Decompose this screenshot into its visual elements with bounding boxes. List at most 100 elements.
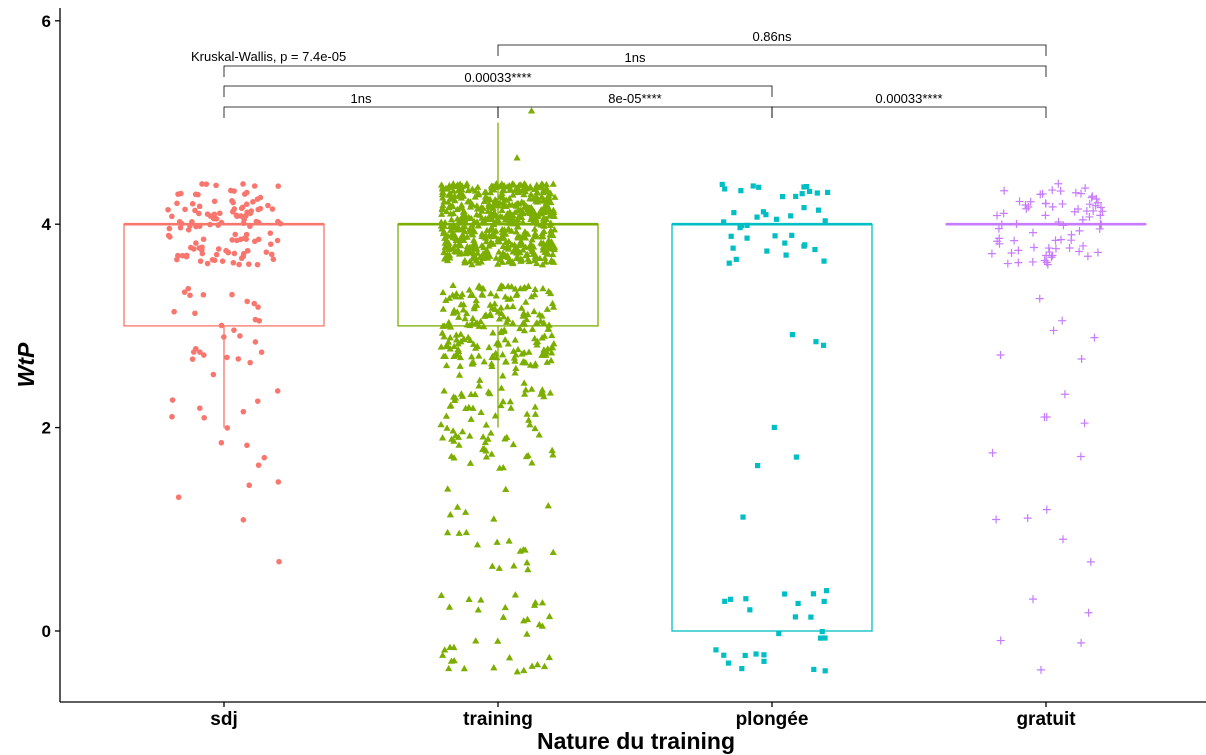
data-point-training [462, 246, 471, 253]
data-point-gratuit [1093, 248, 1102, 257]
data-point-training [512, 364, 520, 371]
data-point-training [445, 603, 454, 610]
data-point-training [499, 372, 507, 379]
data-point-training [508, 241, 516, 248]
data-point-training [490, 515, 498, 522]
data-point-gratuit [1083, 252, 1092, 261]
data-point-training [469, 291, 477, 299]
data-point-training [463, 233, 471, 240]
data-point-training [502, 196, 510, 203]
data-point-gratuit [1036, 665, 1045, 674]
data-point-sdj [240, 517, 247, 523]
data-point-training [463, 309, 471, 317]
data-point-training [528, 236, 536, 243]
data-point-plongee [789, 332, 795, 338]
data-point-training [491, 305, 499, 312]
data-point-gratuit [1014, 246, 1023, 255]
data-point-gratuit [1079, 241, 1088, 250]
data-point-sdj [165, 206, 171, 213]
data-point-training [522, 315, 531, 323]
data-point-plongee [733, 256, 739, 262]
data-point-training [446, 345, 454, 352]
data-point-training [476, 376, 484, 383]
data-point-training [461, 256, 469, 264]
data-point-training [547, 356, 555, 364]
data-point-gratuit [1084, 608, 1093, 617]
data-point-training [460, 335, 468, 343]
data-point-training [522, 181, 530, 189]
data-point-training [468, 260, 476, 268]
data-point-sdj [175, 252, 181, 259]
data-point-training [452, 236, 460, 243]
data-point-sdj [237, 236, 244, 243]
data-point-training [449, 180, 457, 187]
comparison-label: 1ns [351, 91, 372, 106]
data-point-sdj [166, 225, 173, 232]
data-point-training [502, 212, 510, 220]
data-point-training [523, 630, 531, 637]
data-point-training [534, 212, 542, 219]
data-point-training [524, 208, 532, 215]
data-point-gratuit [1021, 200, 1030, 209]
data-point-training [539, 215, 548, 222]
data-point-training [486, 310, 494, 317]
data-point-sdj [224, 425, 231, 431]
data-point-gratuit [1044, 244, 1053, 253]
data-point-training [469, 225, 477, 232]
data-point-training [517, 304, 526, 311]
data-point-training [486, 188, 495, 196]
data-point-training [456, 353, 464, 361]
data-point-training [496, 464, 504, 471]
data-point-sdj [185, 285, 192, 292]
data-point-plongee [730, 245, 736, 251]
data-point-gratuit [996, 350, 1005, 359]
data-point-sdj [244, 298, 250, 305]
data-point-training [459, 306, 468, 313]
data-point-training [491, 200, 499, 207]
data-point-sdj [169, 397, 176, 403]
data-point-training [547, 198, 555, 206]
data-point-training [439, 194, 447, 201]
data-point-gratuit [1048, 186, 1057, 195]
data-point-sdj [211, 211, 218, 218]
data-point-training [477, 317, 485, 325]
data-point-training [511, 369, 519, 376]
data-point-training [533, 337, 542, 345]
data-point-sdj [190, 349, 197, 355]
data-point-training [461, 508, 470, 515]
data-point-plongee [817, 635, 824, 641]
data-point-training [537, 317, 545, 324]
data-point-training [467, 415, 475, 422]
data-point-training [444, 338, 453, 345]
data-point-plongee [761, 652, 767, 658]
data-point-training [537, 239, 545, 246]
data-point-training [453, 182, 461, 189]
data-point-training [508, 258, 516, 265]
data-point-gratuit [1087, 193, 1096, 202]
y-tick-label: 2 [42, 419, 51, 438]
data-point-training [447, 226, 455, 233]
points-gratuit [987, 179, 1107, 674]
data-point-plongee [747, 607, 753, 613]
data-point-plongee [739, 665, 745, 672]
data-point-training [523, 615, 532, 622]
data-point-plongee [821, 258, 827, 264]
data-point-training [495, 248, 503, 255]
data-point-training [531, 285, 539, 293]
data-point-gratuit [1085, 200, 1094, 209]
data-point-sdj [211, 198, 218, 205]
data-point-training [490, 664, 498, 671]
jitter-points-layer [165, 107, 1107, 675]
data-point-gratuit [1040, 256, 1049, 265]
data-point-training [550, 340, 558, 347]
data-point-training [519, 246, 527, 253]
box-iqr [123, 223, 325, 327]
data-point-sdj [178, 190, 184, 197]
data-point-training [447, 215, 456, 223]
data-point-gratuit [1058, 316, 1067, 325]
data-point-training [446, 210, 455, 217]
data-point-plongee [793, 193, 799, 200]
data-point-training [539, 284, 547, 292]
data-point-training [510, 354, 518, 361]
data-point-training [501, 603, 509, 611]
